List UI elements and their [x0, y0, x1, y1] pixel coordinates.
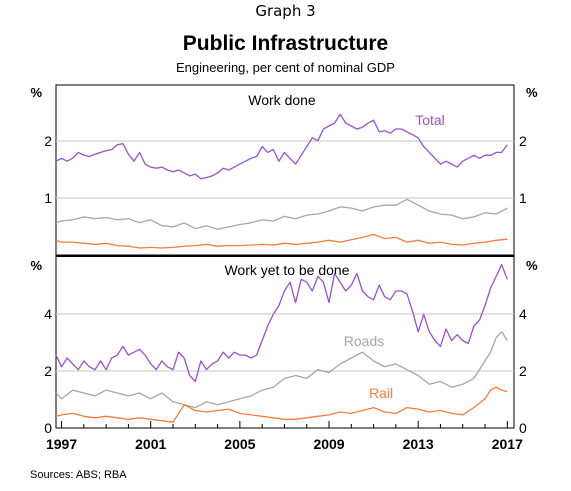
x-tick-label-2009: 2009 [313, 436, 344, 452]
series-lines-bottom [55, 264, 508, 423]
y-unit-right-bottom: % [526, 258, 538, 273]
series-total-line-panel-2 [55, 264, 508, 383]
x-tick-label-2017: 2017 [492, 436, 523, 452]
y-tick-right-1: 1 [519, 190, 527, 206]
series-lines-top [55, 113, 508, 249]
series-total-line-panel-1 [55, 113, 508, 180]
x-tick-label-2001: 2001 [135, 436, 166, 452]
series-roads-line-panel-2 [55, 331, 508, 409]
series-roads-line-panel-1 [55, 198, 508, 230]
panel-bottom-frame [55, 255, 515, 429]
y-tick-right-2b: 2 [519, 363, 527, 379]
panel-work-yet-to-be-done: % % 4 2 0 4 2 0 Work yet to be done Road… [30, 255, 538, 452]
y-tick-left-4: 4 [44, 306, 52, 322]
panel-work-done: % % 2 1 2 1 Work done Total [30, 84, 538, 256]
y-tick-left-0: 0 [44, 420, 52, 436]
x-tick-label-2013: 2013 [403, 436, 434, 452]
y-unit-left-top: % [30, 85, 42, 100]
label-roads: Roads [344, 333, 384, 349]
x-tick-label-1997: 1997 [46, 436, 77, 452]
panel-title-work-done: Work done [248, 92, 316, 108]
y-tick-right-0: 0 [519, 420, 527, 436]
y-unit-right-top: % [526, 85, 538, 100]
chart-title: Public Infrastructure [183, 32, 388, 55]
y-tick-left-1: 1 [44, 190, 52, 206]
x-axis-ticks: 1997 2001 2005 2009 2013 2017 [46, 421, 523, 452]
source-note: Sources: ABS; RBA [30, 469, 127, 481]
y-tick-left-2b: 2 [44, 363, 52, 379]
series-rail-line-panel-1 [55, 233, 508, 249]
panel-top-frame [55, 84, 515, 256]
y-tick-left-2: 2 [44, 133, 52, 149]
label-rail: Rail [369, 385, 393, 401]
panel-title-work-yet-to-be-done: Work yet to be done [224, 262, 349, 278]
y-tick-right-4: 4 [519, 306, 527, 322]
label-total: Total [415, 112, 445, 128]
y-unit-left-bottom: % [30, 258, 42, 273]
y-tick-right-2: 2 [519, 133, 527, 149]
x-tick-label-2005: 2005 [224, 436, 255, 452]
chart-subtitle: Engineering, per cent of nominal GDP [176, 60, 395, 75]
graph-label: Graph 3 [255, 2, 315, 20]
series-rail-line-panel-2 [55, 386, 508, 423]
